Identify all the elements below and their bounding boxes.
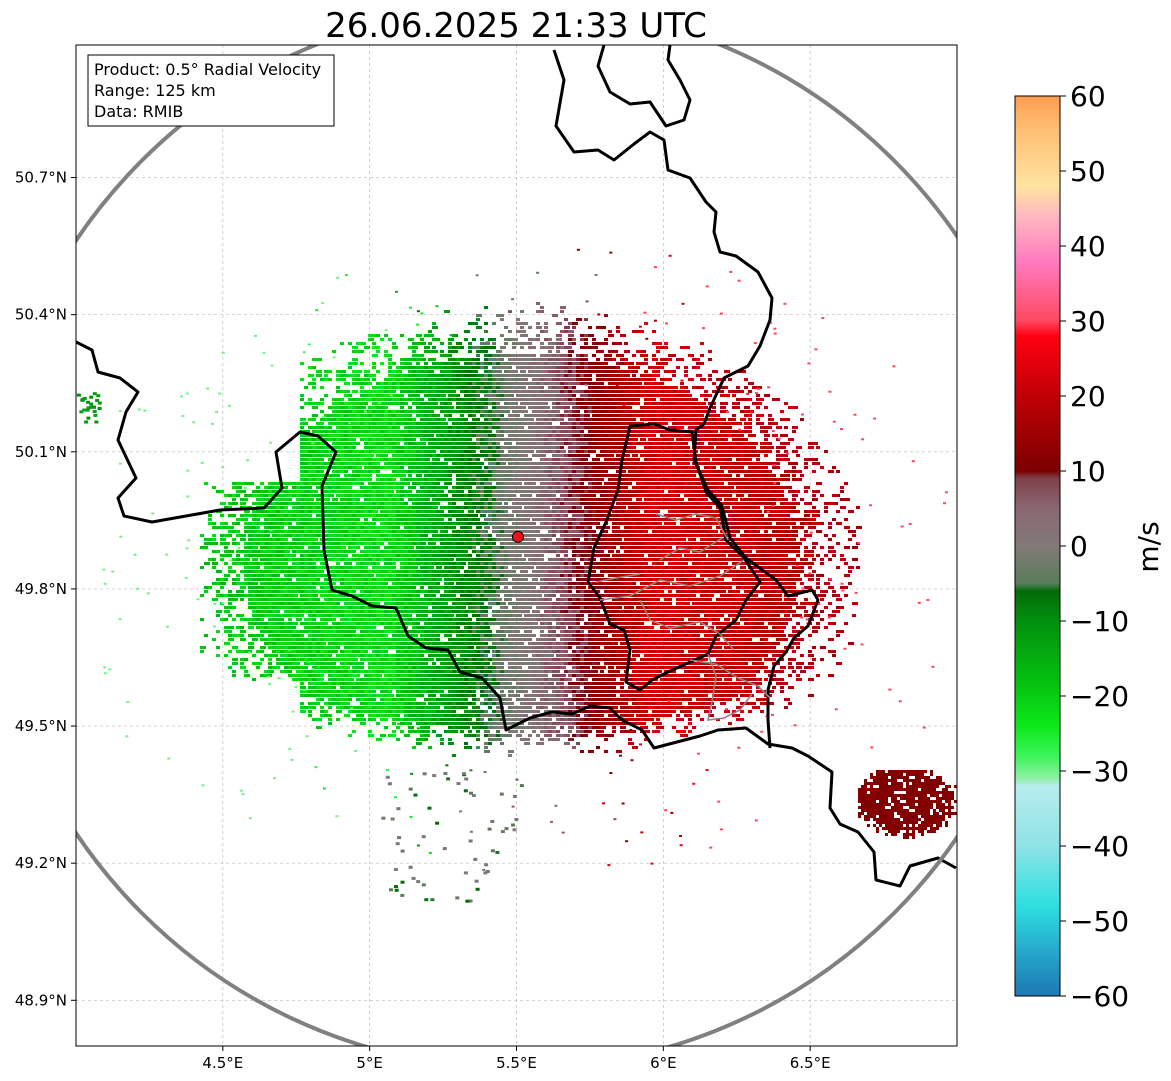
- colorbar-tick-label: 30: [1070, 305, 1106, 338]
- country-border-line: [76, 340, 957, 888]
- info-data-source: Data: RMIB: [94, 102, 183, 121]
- admin-border-line: [655, 513, 729, 541]
- lon-tick-label: 6°E: [650, 1054, 677, 1072]
- lat-tick-label: 49.5°N: [15, 717, 67, 735]
- lat-tick-label: 48.9°N: [15, 991, 67, 1009]
- country-borders: [76, 45, 957, 888]
- colorbar-tick-label: −60: [1070, 980, 1129, 1013]
- colorbar-tick-label: 60: [1070, 80, 1106, 113]
- lon-tick-label: 5.5°E: [496, 1054, 537, 1072]
- admin-border-line: [659, 537, 723, 561]
- admin-border-line: [706, 653, 753, 721]
- info-product: Product: 0.5° Radial Velocity: [94, 60, 321, 79]
- lat-tick-label: 50.4°N: [15, 306, 67, 324]
- colorbar-tick-label: −20: [1070, 680, 1129, 713]
- lat-tick-label: 49.2°N: [15, 854, 67, 872]
- colorbar: 60 50 40 30 20 10 0 −10 −20 −30 −40 −50 −60 m/s: [1014, 80, 1165, 1013]
- admin-border-line: [639, 599, 735, 651]
- lon-tick-label: 4.5°E: [202, 1054, 243, 1072]
- radar-site-marker: [511, 530, 524, 543]
- lon-tick-label: 5°E: [356, 1054, 383, 1072]
- lat-tick-label: 49.8°N: [15, 580, 67, 598]
- lon-tick-labels: 4.5°E 5°E 5.5°E 6°E 6.5°E: [202, 1046, 831, 1072]
- info-range: Range: 125 km: [94, 81, 216, 100]
- admin-border-line: [689, 659, 771, 699]
- colorbar-tick-label: −50: [1070, 905, 1129, 938]
- colorbar-bar: [1014, 95, 1061, 997]
- colorbar-ticks: 60 50 40 30 20 10 0 −10 −20 −30 −40 −50 −60: [1060, 80, 1129, 1013]
- lat-tick-label: 50.7°N: [15, 169, 67, 187]
- lon-tick-label: 6.5°E: [790, 1054, 831, 1072]
- colorbar-tick-label: 40: [1070, 230, 1106, 263]
- colorbar-tick-label: −10: [1070, 605, 1129, 638]
- admin-border-line: [599, 559, 745, 601]
- country-border-line: [552, 49, 820, 749]
- lat-tick-label: 50.1°N: [15, 443, 67, 461]
- colorbar-tick-label: 50: [1070, 155, 1106, 188]
- colorbar-tick-label: 0: [1070, 530, 1088, 563]
- map-content: [76, 45, 957, 1046]
- info-box: Product: 0.5° Radial Velocity Range: 125…: [87, 54, 335, 127]
- admin-border-line: [595, 573, 641, 583]
- country-border-line: [596, 45, 692, 128]
- admin-borders: [595, 513, 771, 721]
- country-border-line: [586, 422, 762, 692]
- map-title: 26.06.2025 21:33 UTC: [325, 6, 707, 46]
- colorbar-tick-label: 20: [1070, 380, 1106, 413]
- colorbar-tick-label: −40: [1070, 830, 1129, 863]
- colorbar-tick-label: −30: [1070, 755, 1129, 788]
- colorbar-unit-label: m/s: [1132, 521, 1165, 572]
- colorbar-tick-label: 10: [1070, 455, 1106, 488]
- lat-tick-labels: 50.7°N 50.4°N 50.1°N 49.8°N 49.5°N 49.2°N 48.9…: [15, 169, 76, 1009]
